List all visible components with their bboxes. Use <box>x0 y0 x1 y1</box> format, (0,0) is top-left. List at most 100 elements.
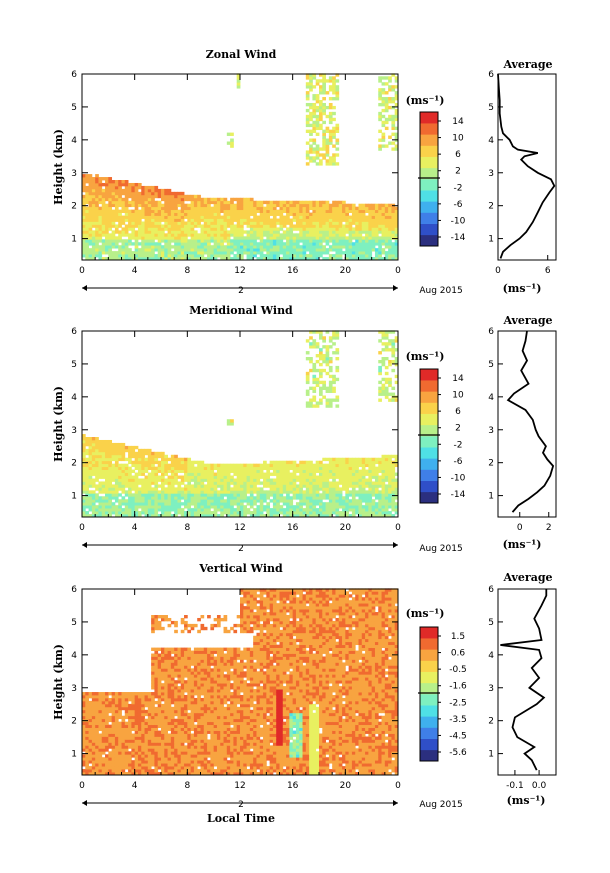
heatmap-cell <box>118 478 122 482</box>
heatmap-cell <box>305 478 310 482</box>
heatmap-cell <box>157 469 162 473</box>
heatmap-cell <box>226 209 231 213</box>
heatmap-cell <box>319 487 323 491</box>
heatmap-cell <box>292 236 297 240</box>
heatmap-cell <box>289 257 294 261</box>
heatmap-cell <box>167 227 172 231</box>
heatmap-cell <box>384 380 389 385</box>
heatmap-cell <box>325 233 330 237</box>
heatmap-cell <box>223 200 228 205</box>
heatmap-cell <box>223 481 228 485</box>
heatmap-cell <box>355 490 359 494</box>
heatmap-cell <box>177 194 182 199</box>
heatmap-cell <box>101 466 106 470</box>
heatmap-cell <box>259 212 264 216</box>
heatmap-cell <box>164 472 168 476</box>
heatmap-cell <box>131 709 136 714</box>
x-tick-label: 0 <box>79 266 85 276</box>
heatmap-cell <box>101 177 106 181</box>
heatmap-cell <box>216 227 221 231</box>
heatmap-cell <box>332 242 336 246</box>
heatmap-cell <box>361 481 366 485</box>
heatmap-cell <box>361 236 366 240</box>
heatmap-cell <box>256 236 261 240</box>
heatmap-cell <box>216 200 221 205</box>
heatmap-cell <box>193 251 198 255</box>
heatmap-cell <box>161 508 165 512</box>
heatmap-cell <box>147 197 152 202</box>
heatmap-cell <box>121 442 126 447</box>
heatmap-cell <box>147 454 152 459</box>
heatmap-cell <box>312 254 317 258</box>
heatmap-cell <box>332 351 336 355</box>
heatmap-cell <box>121 451 126 456</box>
heatmap-cell <box>322 475 326 479</box>
heatmap-cell <box>95 182 99 187</box>
heatmap-cell <box>279 481 284 485</box>
heatmap-cell <box>124 448 129 453</box>
heatmap-cell <box>358 475 363 479</box>
heatmap-cell <box>151 200 155 205</box>
heatmap-cell <box>213 481 218 485</box>
heatmap-cell <box>374 505 379 509</box>
heatmap-cell <box>114 454 119 459</box>
heatmap-cell <box>121 727 126 731</box>
heatmap-cell <box>345 254 350 258</box>
heatmap-cell <box>98 502 103 506</box>
heatmap-cell <box>384 365 389 370</box>
heatmap-cell <box>226 212 231 216</box>
x-tick-label: 20 <box>340 266 352 276</box>
heatmap-cell <box>319 114 323 119</box>
heatmap-cell <box>286 499 290 503</box>
heatmap-cell <box>394 236 399 240</box>
heatmap-cell <box>226 257 231 261</box>
heatmap-cell <box>246 251 251 255</box>
heatmap-cell <box>328 245 333 249</box>
heatmap-cell <box>240 218 244 222</box>
heatmap-cell <box>197 502 201 506</box>
heatmap-cell <box>200 472 205 476</box>
heatmap-cell <box>335 248 340 252</box>
heatmap-cell <box>131 218 136 222</box>
heatmap-cell <box>216 490 221 494</box>
heatmap-cell <box>315 245 320 249</box>
heatmap-cell <box>345 236 350 240</box>
heatmap-cell <box>167 248 172 252</box>
heatmap-cell <box>236 227 241 231</box>
heatmap-cell <box>361 203 366 208</box>
heatmap-cell <box>312 469 317 473</box>
x-tick-label: 0 <box>395 266 401 276</box>
heatmap-cell <box>266 218 271 222</box>
heatmap-cell <box>305 490 310 494</box>
heatmap-cell <box>381 466 386 470</box>
heatmap-cell <box>388 339 392 343</box>
heatmap-cell <box>263 475 267 479</box>
heatmap-cell <box>124 697 129 702</box>
heatmap-cell <box>305 227 310 231</box>
heatmap-cell <box>355 508 359 512</box>
heatmap-cell <box>111 721 116 726</box>
heatmap-cell <box>105 700 109 705</box>
heatmap-cell <box>335 218 340 222</box>
heatmap-cell <box>85 478 89 482</box>
heatmap-cell <box>332 91 336 95</box>
heatmap-cell <box>358 242 363 246</box>
heatmap-cell <box>233 233 238 237</box>
heatmap-cell <box>256 245 261 249</box>
heatmap-cell <box>137 200 142 205</box>
heatmap-cell <box>312 94 317 98</box>
heatmap-cell <box>180 493 185 497</box>
heatmap-cell <box>213 505 218 509</box>
heatmap-cell <box>118 769 122 773</box>
heatmap-cell <box>342 472 346 476</box>
heatmap-cell <box>348 490 353 494</box>
heatmap-cell <box>282 472 287 476</box>
heatmap-cell <box>161 206 165 211</box>
heatmap-cell <box>180 487 185 491</box>
heatmap-cell <box>164 457 168 462</box>
heatmap-cell <box>332 493 336 497</box>
heatmap-cell <box>388 248 392 252</box>
heatmap-cell <box>98 772 103 776</box>
heatmap-cell <box>137 203 142 208</box>
heatmap-cell <box>286 490 290 494</box>
